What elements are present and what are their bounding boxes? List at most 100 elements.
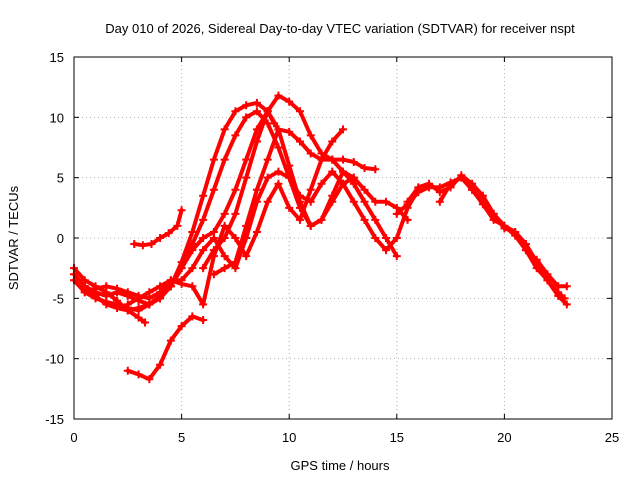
- y-tick-label: -15: [45, 412, 64, 427]
- data-point: [457, 173, 466, 182]
- data-point: [242, 101, 251, 110]
- data-point: [414, 183, 423, 192]
- data-point: [199, 246, 208, 255]
- x-tick-label: 25: [605, 430, 619, 445]
- data-point: [130, 240, 139, 249]
- data-tracks: [70, 91, 571, 384]
- data-point: [231, 258, 240, 267]
- data-point: [285, 203, 294, 212]
- data-point: [371, 197, 380, 206]
- data-point: [173, 221, 182, 230]
- data-point: [134, 306, 143, 315]
- data-point: [166, 336, 175, 345]
- series-track-12: [403, 171, 571, 309]
- data-point: [371, 165, 380, 174]
- data-point: [392, 209, 401, 218]
- y-tick-label: -5: [52, 291, 64, 306]
- data-point: [80, 288, 89, 297]
- data-point: [252, 227, 261, 236]
- series-trace: [125, 314, 206, 382]
- data-point: [263, 173, 272, 182]
- data-point: [199, 264, 208, 273]
- data-point: [91, 284, 100, 293]
- data-point: [306, 185, 315, 194]
- data-point: [252, 185, 261, 194]
- data-point: [145, 375, 154, 384]
- data-point: [199, 234, 208, 242]
- data-point: [242, 221, 251, 230]
- data-point: [285, 161, 294, 170]
- data-point: [328, 137, 337, 146]
- data-point: [113, 300, 122, 309]
- data-point: [134, 294, 143, 303]
- series-track-13: [435, 173, 571, 291]
- data-point: [543, 270, 552, 279]
- data-point: [199, 191, 208, 200]
- data-point: [349, 197, 358, 206]
- data-point: [285, 127, 294, 136]
- data-point: [188, 227, 197, 236]
- data-point: [188, 264, 197, 273]
- y-tick-label: 0: [57, 231, 64, 246]
- data-point: [339, 155, 347, 164]
- data-point: [220, 221, 229, 230]
- x-tick-label: 20: [497, 430, 511, 445]
- data-point: [285, 97, 294, 106]
- data-point: [306, 149, 315, 158]
- data-point: [478, 200, 487, 209]
- data-point: [177, 322, 186, 331]
- series-track-06: [123, 125, 347, 309]
- data-point: [382, 234, 391, 242]
- x-axis-label: GPS time / hours: [291, 458, 390, 473]
- data-point: [478, 191, 487, 200]
- grid-lines: [74, 57, 612, 419]
- series-track-09: [199, 91, 380, 273]
- data-point: [306, 221, 315, 230]
- data-point: [360, 164, 369, 173]
- x-tick-label: 5: [178, 430, 185, 445]
- data-point: [392, 252, 401, 261]
- x-axis-ticks: 0 5 10 15 20 25: [70, 57, 619, 445]
- data-point: [156, 360, 165, 369]
- data-point: [134, 370, 143, 379]
- data-point: [382, 246, 391, 255]
- series-track-07: [130, 206, 186, 250]
- data-point: [382, 197, 391, 206]
- x-tick-label: 0: [70, 430, 77, 445]
- data-point: [166, 276, 175, 285]
- data-point: [113, 284, 122, 293]
- data-point: [274, 91, 283, 100]
- data-point: [188, 246, 197, 255]
- data-point: [220, 209, 229, 218]
- data-point: [164, 229, 173, 238]
- data-point: [123, 366, 132, 375]
- data-point: [231, 209, 240, 218]
- data-point: [295, 215, 304, 224]
- data-point: [141, 318, 150, 327]
- data-point: [242, 252, 251, 261]
- data-point: [425, 179, 434, 188]
- series-track-05: [80, 167, 423, 303]
- data-point: [220, 252, 229, 261]
- data-point: [554, 282, 563, 291]
- series-track-10: [209, 125, 401, 279]
- data-point: [177, 264, 186, 273]
- data-point: [156, 234, 165, 242]
- data-point: [242, 113, 251, 122]
- data-point: [177, 206, 186, 215]
- data-point: [371, 215, 380, 224]
- data-point: [199, 316, 208, 325]
- y-tick-label: 5: [57, 171, 64, 186]
- data-point: [511, 231, 520, 240]
- data-point: [295, 107, 304, 116]
- data-point: [360, 185, 369, 194]
- data-point: [317, 215, 326, 224]
- data-point: [209, 185, 218, 194]
- data-point: [489, 215, 498, 224]
- data-point: [134, 313, 143, 322]
- series-trace: [132, 208, 184, 248]
- data-point: [371, 234, 380, 242]
- x-tick-label: 10: [282, 430, 296, 445]
- data-point: [328, 191, 337, 200]
